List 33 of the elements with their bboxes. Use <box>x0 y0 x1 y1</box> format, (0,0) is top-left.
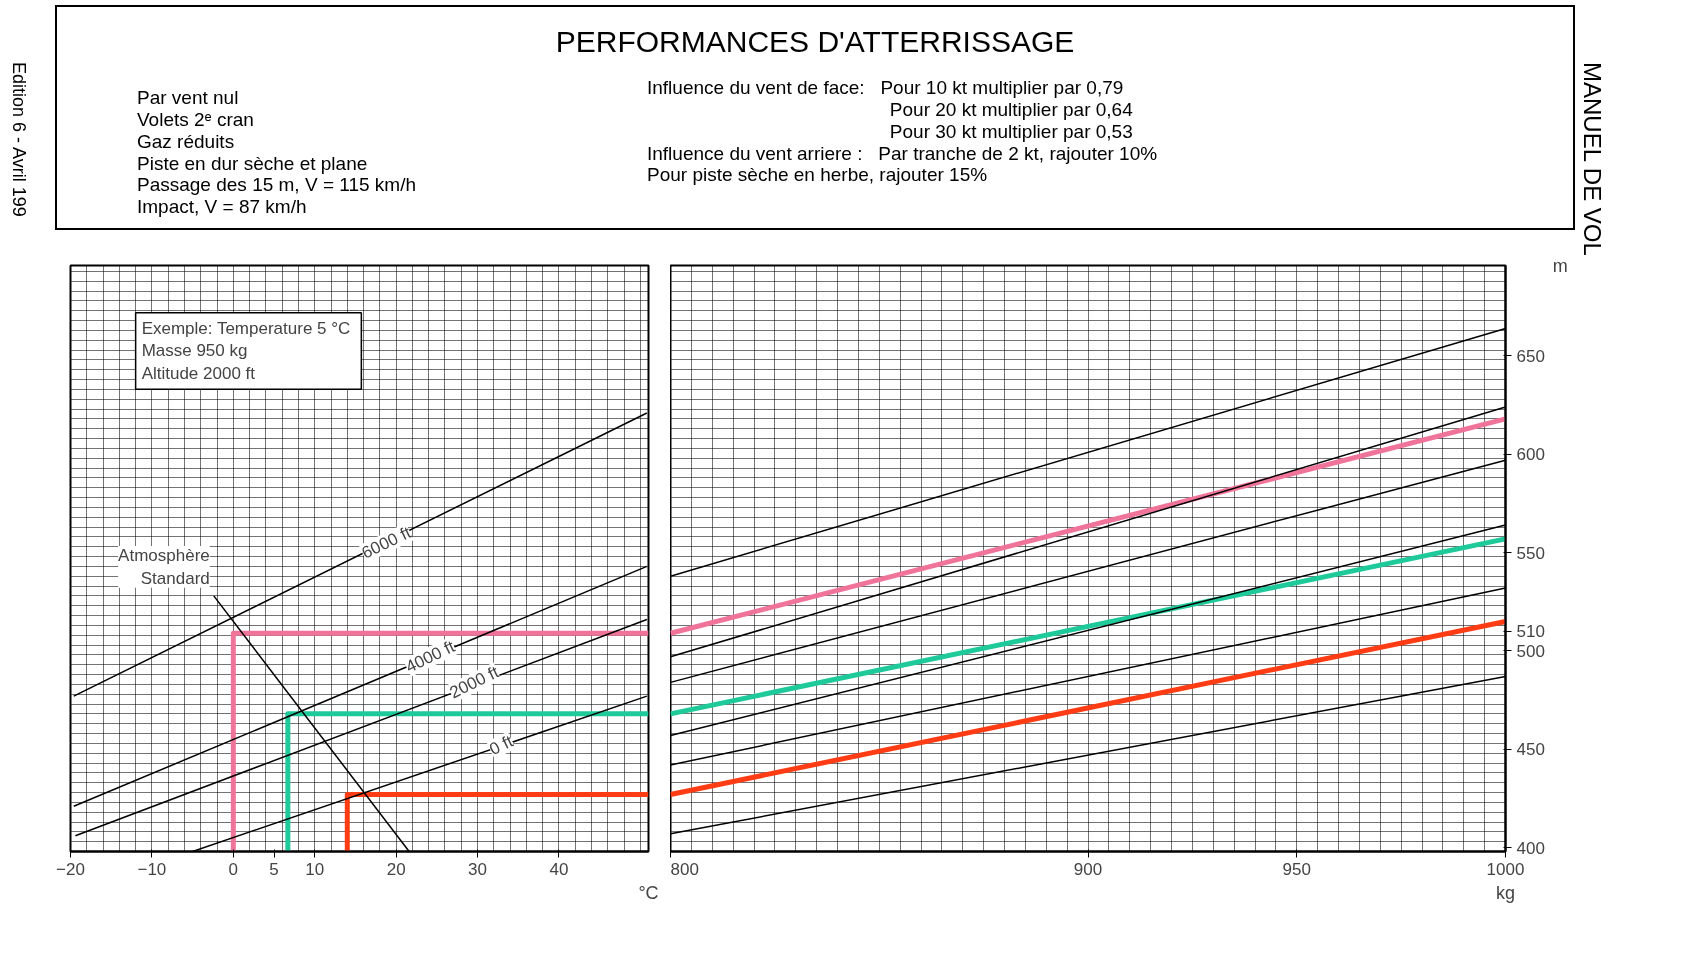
x-tick-label: 5 <box>269 859 279 879</box>
x-tick-label: 0 <box>228 859 239 879</box>
y-tick-label: 450 <box>1516 740 1545 760</box>
x-axis-title: °C <box>638 882 659 903</box>
text: Edition 6 - Avril 199 <box>7 62 30 217</box>
x-tick-label: −20 <box>56 859 85 879</box>
annotation: 4000 ft <box>402 636 459 677</box>
text: MANUEL DE VOL <box>1578 62 1608 256</box>
x-tick-label: −10 <box>137 859 167 879</box>
chart-title: PERFORMANCES D'ATTERRISSAGE <box>554 24 1076 60</box>
x-tick-label: 950 <box>1282 859 1311 879</box>
annotation: Exemple: Temperature 5 °C Masse 950 kg Altitude 2000 ft <box>141 318 351 384</box>
x-axis-title: kg <box>1495 882 1516 903</box>
x-tick-label: 900 <box>1073 859 1103 879</box>
text: Par vent nul Volets 2ᵉ cran Gaz réduits Piste en dur sèche et plane Passage des 15 m, V = 115 km/h Impact, V = 87 km/h <box>137 87 416 219</box>
y-tick-label: 500 <box>1516 641 1545 661</box>
y-tick-label: 600 <box>1516 445 1545 465</box>
x-tick-label: 30 <box>468 859 488 879</box>
x-tick-label: 20 <box>386 859 406 879</box>
annotation: 2000 ft <box>446 662 503 703</box>
x-tick-label: 800 <box>670 859 699 879</box>
x-tick-label: 40 <box>549 859 569 879</box>
y-tick-label: 650 <box>1516 346 1545 366</box>
y-axis-title: m <box>1552 255 1568 276</box>
y-tick-label: 510 <box>1516 622 1545 642</box>
x-tick-label: 10 <box>305 859 325 879</box>
x-tick-label: 1000 <box>1486 859 1525 879</box>
y-tick-label: 550 <box>1516 543 1545 563</box>
annotation: Atmosphère Standard <box>118 546 210 588</box>
text: Influence du vent de face: Pour 10 kt multiplier par 0,79 Pour 20 kt multiplier par 0,64 Pour 30 kt multiplier par 0,53 Influence du vent arriere : Par tranche de 2 kt, rajouter 10% Pour piste sèche en herbe, rajouter 15% <box>647 77 1158 187</box>
annotation: 0 ft <box>486 731 517 759</box>
y-tick-label: 400 <box>1516 838 1545 858</box>
annotation: 6000 ft <box>358 522 415 563</box>
